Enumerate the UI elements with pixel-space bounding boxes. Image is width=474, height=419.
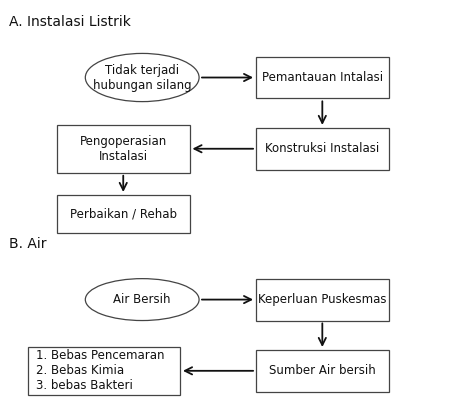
Text: Pemantauan Intalasi: Pemantauan Intalasi (262, 71, 383, 84)
Text: Perbaikan / Rehab: Perbaikan / Rehab (70, 207, 177, 220)
Ellipse shape (85, 54, 199, 102)
FancyBboxPatch shape (256, 279, 389, 321)
FancyBboxPatch shape (57, 125, 190, 173)
Text: Air Bersih: Air Bersih (113, 293, 171, 306)
FancyBboxPatch shape (28, 347, 180, 395)
FancyBboxPatch shape (256, 350, 389, 392)
Text: Pengoperasian
Instalasi: Pengoperasian Instalasi (80, 135, 167, 163)
Text: A. Instalasi Listrik: A. Instalasi Listrik (9, 15, 131, 28)
Text: Keperluan Puskesmas: Keperluan Puskesmas (258, 293, 387, 306)
Text: Konstruksi Instalasi: Konstruksi Instalasi (265, 142, 380, 155)
FancyBboxPatch shape (256, 128, 389, 170)
Text: B. Air: B. Air (9, 237, 47, 251)
Text: Tidak terjadi
hubungan silang: Tidak terjadi hubungan silang (93, 64, 191, 91)
FancyBboxPatch shape (256, 57, 389, 98)
Ellipse shape (85, 279, 199, 321)
Text: Sumber Air bersih: Sumber Air bersih (269, 364, 376, 378)
FancyBboxPatch shape (57, 195, 190, 233)
Text: 1. Bebas Pencemaran
2. Bebas Kimia
3. bebas Bakteri: 1. Bebas Pencemaran 2. Bebas Kimia 3. be… (36, 349, 164, 392)
